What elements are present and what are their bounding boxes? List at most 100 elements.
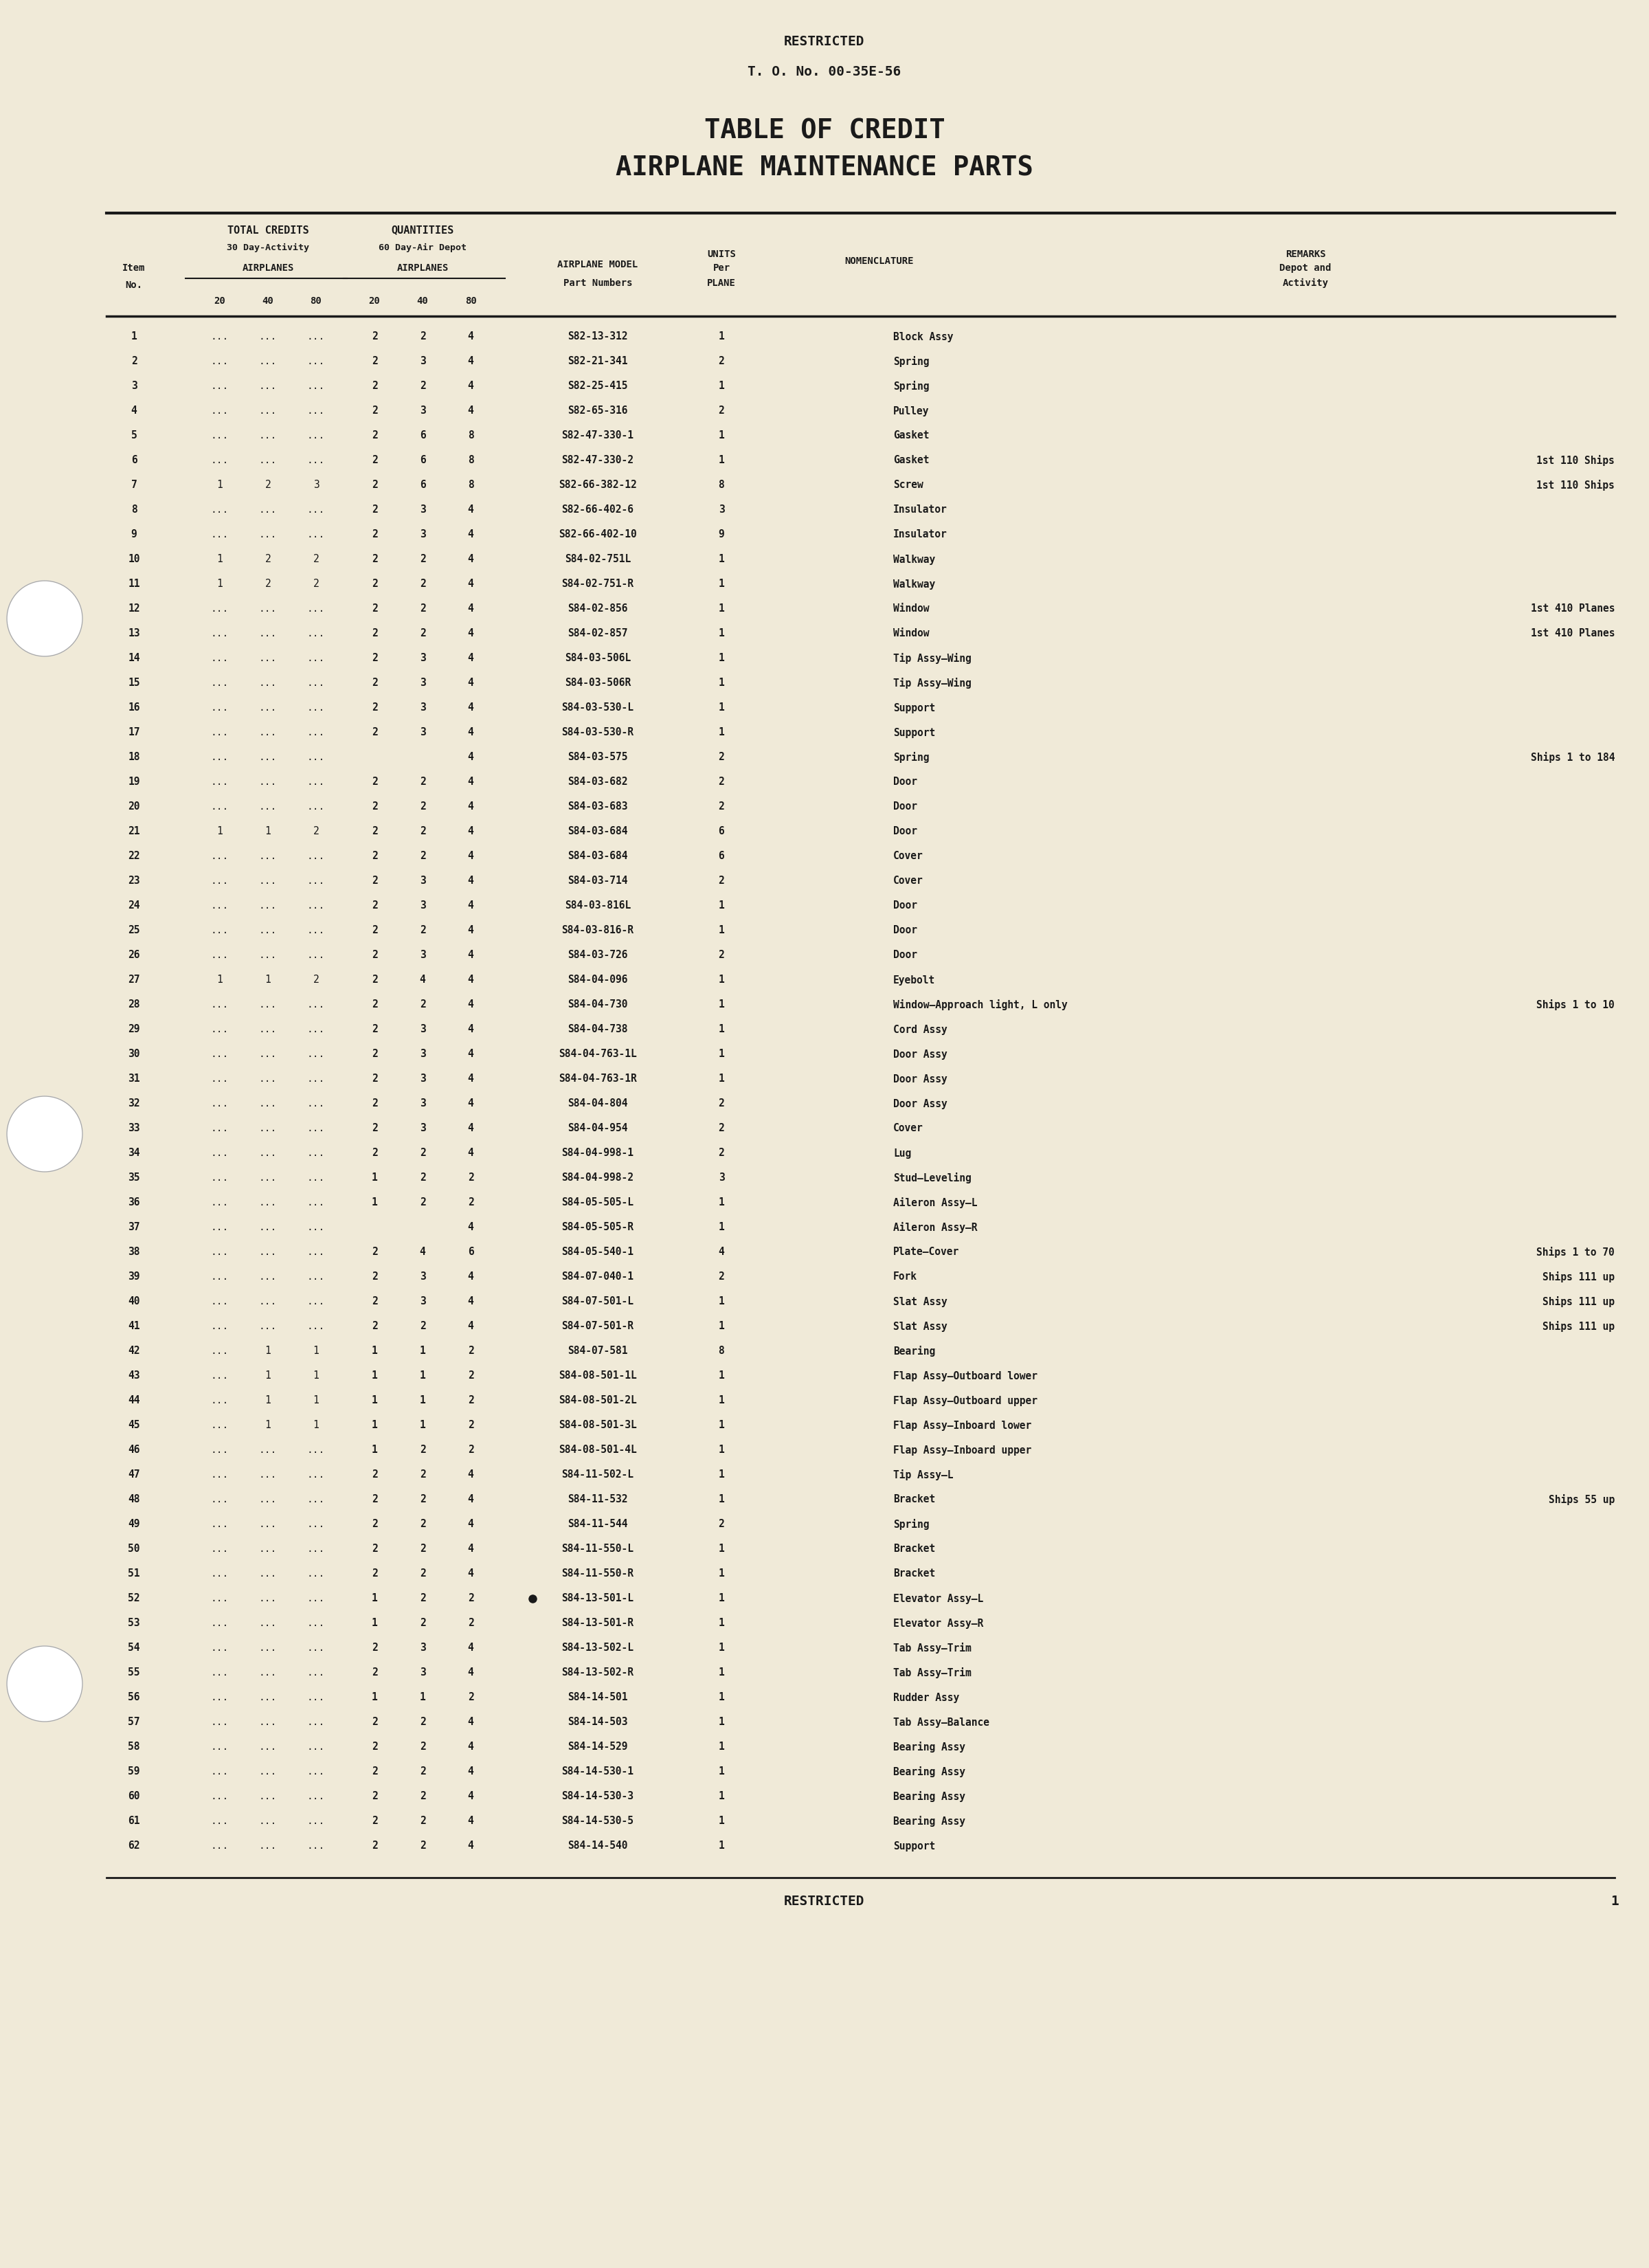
Text: Bearing Assy: Bearing Assy [894, 1792, 965, 1803]
Text: ...: ... [211, 1545, 229, 1554]
Text: 9: 9 [719, 528, 724, 540]
Text: ...: ... [259, 678, 277, 687]
Text: 4: 4 [468, 506, 473, 515]
Text: S82-13-312: S82-13-312 [567, 331, 628, 342]
Text: Gasket: Gasket [894, 456, 930, 465]
Text: S84-05-505-L: S84-05-505-L [562, 1198, 633, 1209]
Text: S84-14-503: S84-14-503 [567, 1717, 628, 1728]
Text: 4: 4 [468, 753, 473, 762]
Text: 1: 1 [719, 1000, 724, 1009]
Text: 2: 2 [419, 1470, 425, 1481]
Text: ...: ... [211, 331, 229, 342]
Text: Door: Door [894, 826, 917, 837]
Text: 2: 2 [419, 778, 425, 787]
Text: 40: 40 [417, 297, 429, 306]
Text: 1: 1 [719, 381, 724, 392]
Text: Spring: Spring [894, 1520, 930, 1531]
Text: 2: 2 [371, 1642, 378, 1653]
Text: 1: 1 [218, 578, 223, 590]
Text: 2: 2 [371, 506, 378, 515]
Text: 2: 2 [719, 950, 724, 959]
Text: 3: 3 [130, 381, 137, 392]
Text: 1: 1 [719, 900, 724, 912]
Text: 1: 1 [719, 975, 724, 984]
Text: AIRPLANE MODEL: AIRPLANE MODEL [557, 261, 638, 270]
Text: Window: Window [894, 603, 930, 615]
Text: 2: 2 [419, 1198, 425, 1209]
Text: 1: 1 [719, 1050, 724, 1059]
Text: 3: 3 [419, 1123, 425, 1134]
Text: ...: ... [211, 1000, 229, 1009]
Text: RESTRICTED: RESTRICTED [785, 34, 864, 48]
Text: S84-04-998-2: S84-04-998-2 [562, 1173, 633, 1184]
Text: 2: 2 [371, 1272, 378, 1281]
Text: Spring: Spring [894, 753, 930, 762]
Text: S84-07-040-1: S84-07-040-1 [562, 1272, 633, 1281]
Text: 4: 4 [468, 1520, 473, 1529]
Text: S84-14-530-1: S84-14-530-1 [562, 1767, 633, 1776]
Text: 1: 1 [719, 331, 724, 342]
Text: 1st 410 Planes: 1st 410 Planes [1530, 628, 1614, 640]
Text: ...: ... [307, 1025, 325, 1034]
Text: 2: 2 [419, 925, 425, 937]
Text: ...: ... [307, 1495, 325, 1504]
Text: ...: ... [307, 603, 325, 615]
Text: S84-03-530-R: S84-03-530-R [562, 728, 633, 737]
Text: 20: 20 [369, 297, 381, 306]
Text: ...: ... [307, 1642, 325, 1653]
Text: ...: ... [211, 506, 229, 515]
Text: Cover: Cover [894, 850, 923, 862]
Text: 15: 15 [129, 678, 140, 687]
Text: ...: ... [211, 1692, 229, 1703]
Text: ...: ... [211, 1050, 229, 1059]
Text: 2: 2 [419, 1569, 425, 1579]
Text: 2: 2 [419, 1520, 425, 1529]
Text: 47: 47 [129, 1470, 140, 1481]
Text: 2: 2 [371, 1817, 378, 1826]
Text: 4: 4 [468, 1222, 473, 1232]
Text: S84-04-096: S84-04-096 [567, 975, 628, 984]
Text: S84-13-502-R: S84-13-502-R [562, 1667, 633, 1678]
Text: 2: 2 [371, 1297, 378, 1306]
Text: 37: 37 [129, 1222, 140, 1232]
Text: ...: ... [259, 728, 277, 737]
Text: S84-14-530-3: S84-14-530-3 [562, 1792, 633, 1801]
Text: ...: ... [211, 1842, 229, 1851]
Text: ...: ... [307, 1123, 325, 1134]
Text: ...: ... [259, 628, 277, 640]
Text: S84-08-501-4L: S84-08-501-4L [559, 1445, 637, 1456]
Text: Flap Assy—Outboard upper: Flap Assy—Outboard upper [894, 1395, 1037, 1406]
Text: ...: ... [259, 1692, 277, 1703]
Text: 2: 2 [371, 950, 378, 959]
Text: 1: 1 [313, 1345, 318, 1356]
Text: Walkway: Walkway [894, 553, 935, 565]
Text: ...: ... [259, 1025, 277, 1034]
Text: Ships 1 to 184: Ships 1 to 184 [1530, 753, 1614, 762]
Text: ...: ... [259, 1222, 277, 1232]
Text: 20: 20 [214, 297, 226, 306]
Text: ...: ... [211, 1767, 229, 1776]
Text: ...: ... [307, 1322, 325, 1331]
Text: 51: 51 [129, 1569, 140, 1579]
Text: 2: 2 [371, 678, 378, 687]
Text: 2: 2 [719, 1272, 724, 1281]
Text: ...: ... [211, 1594, 229, 1603]
Text: 35: 35 [129, 1173, 140, 1184]
Text: Door: Door [894, 925, 917, 937]
Text: 20: 20 [129, 801, 140, 812]
Text: ...: ... [307, 900, 325, 912]
Text: 1: 1 [719, 1642, 724, 1653]
Text: REMARKS: REMARKS [1285, 249, 1326, 259]
Text: NOMENCLATURE: NOMENCLATURE [844, 256, 914, 265]
Text: Block Assy: Block Assy [894, 331, 953, 342]
Text: ...: ... [307, 778, 325, 787]
Text: 2: 2 [371, 528, 378, 540]
Text: Bearing Assy: Bearing Assy [894, 1767, 965, 1778]
Text: Door: Door [894, 801, 917, 812]
Text: ...: ... [307, 678, 325, 687]
Text: ...: ... [259, 1247, 277, 1256]
Text: S84-07-581: S84-07-581 [567, 1345, 628, 1356]
Text: 4: 4 [468, 1545, 473, 1554]
Text: 4: 4 [468, 875, 473, 887]
Text: S84-02-857: S84-02-857 [567, 628, 628, 640]
